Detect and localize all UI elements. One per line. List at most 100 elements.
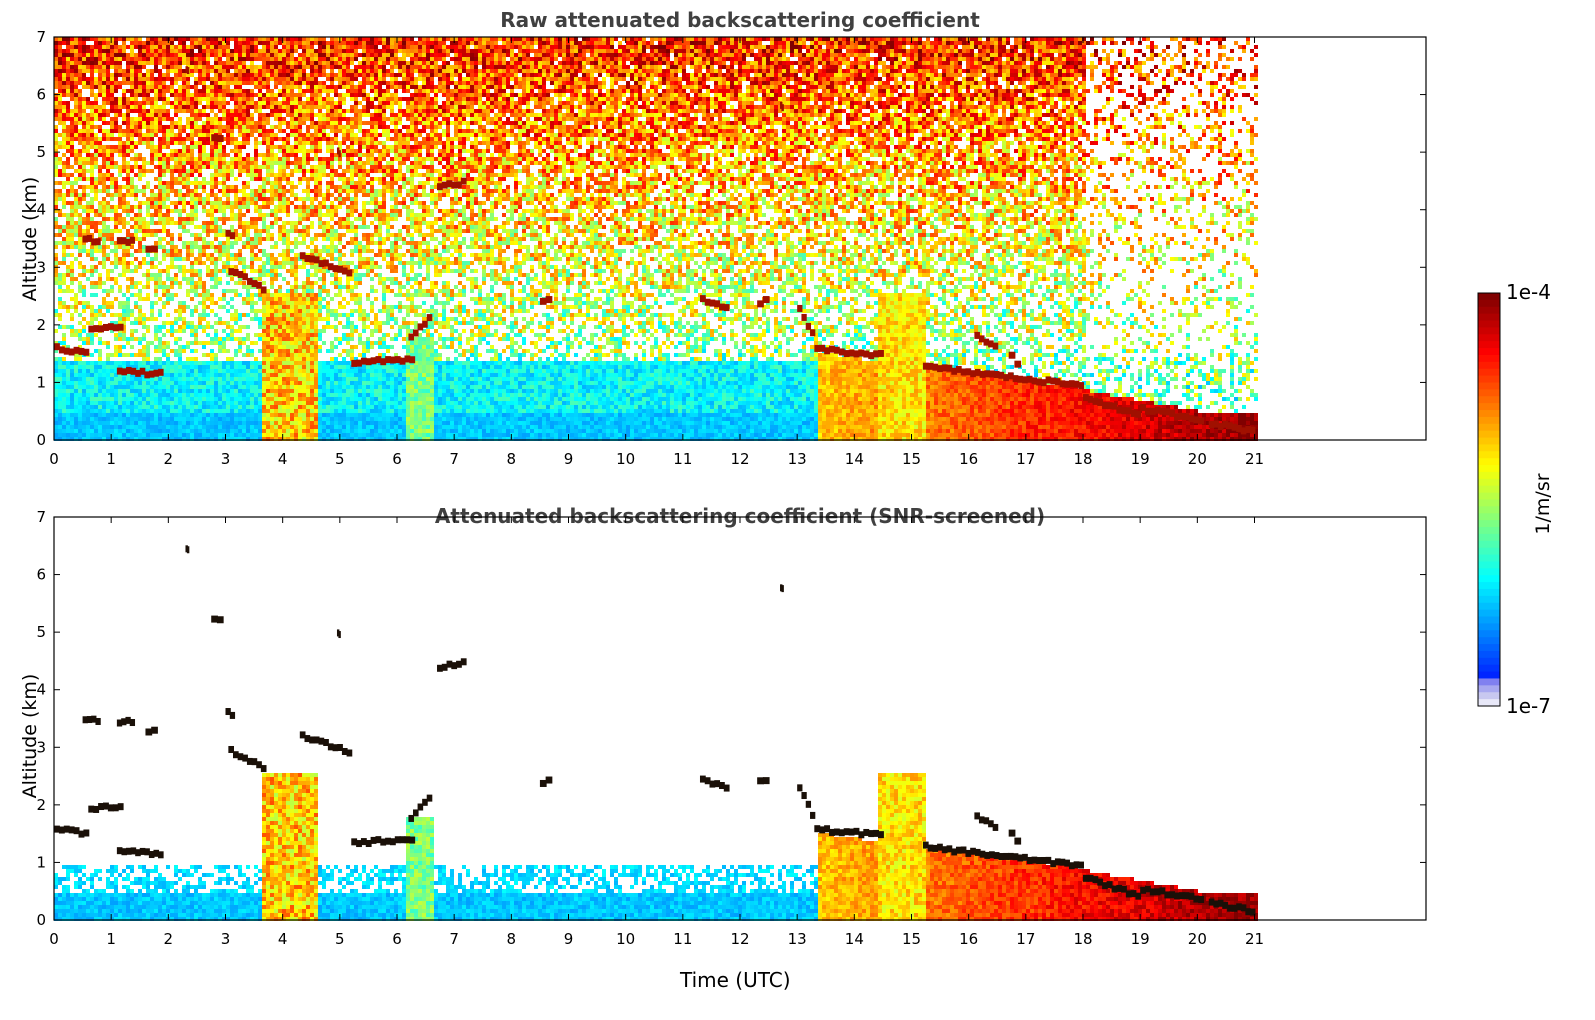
colorbar-segment [1478,678,1500,685]
x-tick-label: 9 [564,930,574,948]
cloud-cell [1014,838,1021,845]
colorbar-segment [1478,513,1500,520]
cloud-cell [217,135,224,142]
colorbar-segment [1478,623,1500,630]
colorbar-segment [1478,548,1500,555]
cloud-cell [261,286,267,293]
colorbar-segment [1478,334,1500,341]
x-tick-label: 16 [959,450,978,468]
cloud-cell [797,784,802,791]
cloud-cell [211,134,218,141]
colorbar-unit-label: 1/m/sr [1532,464,1554,544]
cloud-cell [1135,411,1141,418]
colorbar-segment [1478,479,1500,486]
x-tick-label: 12 [730,450,749,468]
cloud-cell [118,324,124,331]
cloud-cell [1014,361,1021,368]
y-tick-label: 4 [36,201,46,219]
cloud-cell [409,837,415,844]
colorbar-segment [1478,610,1500,617]
x-tick-label: 12 [730,930,749,948]
x-tick-label: 1 [106,930,116,948]
cloud-cell [781,585,783,592]
colorbar-segment [1478,541,1500,548]
cloud-features [54,545,1256,915]
colorbar-segment [1478,617,1500,624]
colorbar-max-label: 1e-4 [1506,280,1551,304]
colorbar-segment [1478,658,1500,665]
cloud-cell [158,369,164,376]
cloud-cell [810,329,815,336]
x-tick-label: 21 [1245,930,1264,948]
colorbar-segment [1478,341,1500,348]
x-tick-label: 11 [673,930,692,948]
colorbar-segment [1478,699,1500,706]
cloud-cell [187,67,189,74]
cloud-cell [461,178,467,185]
colorbar-segment [1478,561,1500,568]
colorbar-segment [1478,458,1500,465]
colorbar-segment [1478,321,1500,328]
x-tick-label: 13 [788,930,807,948]
x-tick-label: 8 [507,450,517,468]
colorbar-segment [1478,493,1500,500]
cloud-cell [757,777,764,784]
colorbar-segment [1478,692,1500,699]
x-tick-label: 20 [1188,930,1207,948]
cloud-cell [338,150,340,157]
colorbar-segment [1478,520,1500,527]
cloud-cell [83,829,89,836]
cloud-cell [83,349,89,356]
colorbar-segment [1478,362,1500,369]
x-tick-label: 4 [278,930,288,948]
x-tick-label: 2 [164,930,174,948]
colorbar-segment [1478,355,1500,362]
cloud-cell [461,658,467,665]
colorbar-segment [1478,506,1500,513]
x-tick-label: 9 [564,450,574,468]
cloud-cell [540,780,547,787]
colorbar-segment [1478,672,1500,679]
cloud-cell [95,238,100,245]
x-tick-label: 11 [673,450,692,468]
cloud-cell [409,356,415,363]
y-tick-label: 3 [36,258,46,276]
x-tick-label: 19 [1131,450,1150,468]
x-tick-label: 8 [507,930,517,948]
x-tick-label: 17 [1016,930,1035,948]
cloud-cell [151,245,158,252]
y-tick-label: 6 [36,566,46,584]
colorbar-segment [1478,472,1500,479]
colorbar-segment [1478,417,1500,424]
cloud-cell [1078,382,1084,389]
cloud-cell [540,298,547,305]
cloud-cell [95,718,100,725]
colorbar-segment [1478,438,1500,445]
cloud-cell [151,727,158,734]
colorbar-segment [1478,603,1500,610]
x-tick-label: 0 [49,930,59,948]
cloud-cell [1198,896,1204,903]
cloud-cell [230,712,235,719]
cloud-cell [211,616,218,623]
colorbar-segment [1478,314,1500,321]
colorbar-segment [1478,568,1500,575]
x-tick-label: 15 [902,930,921,948]
cloud-cell [763,777,770,784]
x-tick-label: 19 [1131,930,1150,948]
cloud-cell [1009,830,1016,837]
cloud-cell [261,765,267,772]
colorbar-segment [1478,444,1500,451]
x-tick-label: 14 [845,450,864,468]
colorbar-segment [1478,486,1500,493]
cloud-cell [427,795,433,802]
x-tick-label: 10 [616,930,635,948]
cloud-cell [763,296,770,303]
colorbar-segment [1478,376,1500,383]
cloud-cell [1009,352,1016,359]
cloud-cell [801,792,806,799]
y-tick-label: 4 [36,681,46,699]
colorbar-segment [1478,382,1500,389]
colorbar-segment [1478,403,1500,410]
x-tick-label: 16 [959,930,978,948]
